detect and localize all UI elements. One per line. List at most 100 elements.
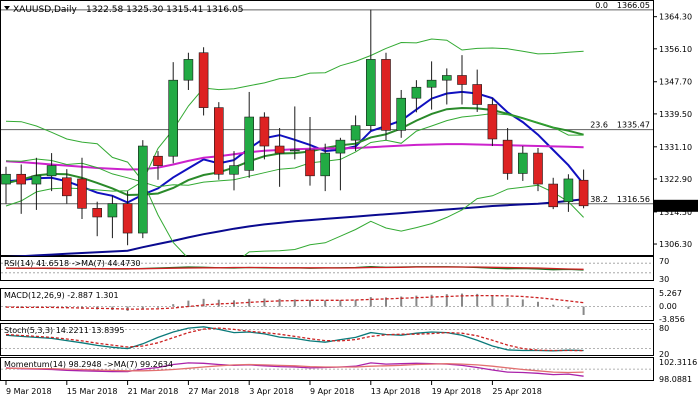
candle-body (320, 152, 331, 177)
candle-body (153, 155, 163, 166)
price-tick-label: 1364.30 (659, 13, 692, 22)
bull-candle (289, 106, 300, 160)
candle-body (274, 145, 285, 154)
price-tick-label: 1347.70 (659, 78, 692, 87)
bull-candle (335, 137, 346, 191)
bear-candle (61, 169, 72, 204)
candle-body (198, 52, 209, 108)
macd-scale-label: 5.267 (659, 289, 682, 298)
momentum-scale-label: 102.3116 (659, 358, 697, 367)
price-tick-label: 1331.10 (659, 143, 692, 152)
sma_long-line (5, 198, 584, 258)
bull-candle (46, 153, 57, 192)
current-price-label: 1316.05 (657, 202, 694, 211)
candle-body (335, 139, 346, 154)
candle-body (289, 149, 300, 152)
bear-candle (533, 147, 543, 192)
current-price-marker (654, 199, 698, 212)
chart-header: XAUUSD,Daily 1322.58 1325.30 1315.41 131… (4, 5, 243, 15)
rsi-scale-label: 30 (659, 275, 669, 284)
bear-candle (305, 117, 315, 186)
bear-candle (502, 128, 513, 180)
candle-body (16, 173, 27, 185)
bull-candle (107, 195, 118, 239)
date-tick-label: 3 Apr 2018 (249, 387, 293, 396)
bear-candle (457, 55, 467, 105)
macd-panel[interactable]: MACD(12,26,9) -2.887 1.301 5.267 0.00 -3.85… (0, 288, 685, 325)
bull-candle (441, 68, 452, 105)
symbol-label: XAUUSD,Daily (13, 5, 77, 15)
candle-body (411, 86, 422, 99)
bollinger-line (5, 38, 584, 207)
stoch-scale-label: 80 (659, 324, 669, 333)
momentum-panel[interactable]: Momentum(14) 98.2948 ->MA(7) 99.2634 102.… (0, 357, 698, 385)
bear-candle (578, 169, 589, 209)
candle-body (457, 75, 467, 85)
stoch-scale-label: 20 (659, 350, 669, 359)
bear-candle (92, 201, 102, 237)
date-tick-label: 21 Mar 2018 (128, 387, 179, 396)
candle-body (168, 79, 178, 157)
rsi-rsi_ma-line (6, 266, 584, 270)
fibo-ratio-label: 23.6 (590, 121, 608, 130)
candle-body (244, 116, 254, 171)
macd-scale-label: -3.856 (659, 315, 685, 324)
bear-candle (16, 164, 27, 214)
bear-candle (274, 128, 285, 187)
candle-body (214, 107, 224, 175)
candle-body (578, 179, 589, 207)
candle-body (305, 149, 315, 177)
price-tick-label: 1314.50 (659, 208, 692, 217)
stochastic-panel[interactable]: Stoch(5,3,3) 14.2211 13.8395 80 20 (0, 323, 670, 360)
macd-osc_signal-line (5, 294, 584, 310)
bear-candle (122, 191, 133, 246)
date-tick-label: 25 Apr 2018 (492, 387, 541, 396)
candle-body (533, 152, 543, 185)
bear-candle (487, 98, 498, 147)
price-tick-label: 1356.10 (659, 45, 692, 54)
candle-body (441, 75, 452, 81)
caret-down-icon (4, 6, 10, 10)
candle-body (350, 125, 361, 141)
main-price-panel[interactable]: 0.0 1366.05 23.6 1335.47 38.2 1316.56 1364.30… (0, 0, 699, 265)
fibo-ratio-label: 38.2 (590, 195, 608, 204)
candle-body (183, 59, 194, 81)
bull-candle (517, 146, 528, 181)
fibo-price-label: 1335.47 (617, 121, 650, 130)
bull-candle (168, 62, 178, 164)
candle-body (259, 116, 270, 147)
bull-candle (31, 157, 42, 210)
bull-candle (138, 140, 148, 239)
bull-candle (396, 89, 407, 138)
bull-candle (426, 61, 437, 110)
date-axis: 9 Mar 2018 15 Mar 2018 21 Mar 2018 27 Mar 2… (0, 380, 653, 396)
bear-candle (77, 157, 87, 219)
fibo-price-label: 1316.56 (617, 195, 650, 204)
candle-body (122, 203, 133, 234)
fibo-ratio-label: 0.0 (595, 1, 608, 10)
date-tick-label: 15 Mar 2018 (67, 387, 118, 396)
momentum-momentum_line-line (5, 362, 584, 377)
bull-candle (320, 143, 331, 192)
rsi-panel[interactable]: RSI(14) 41.6518 ->MA(7) 44.4730 70 30 (0, 256, 670, 285)
candle-body (31, 175, 42, 185)
stoch-osc_signal-line (5, 327, 584, 352)
bear-candle (548, 177, 559, 210)
candle-body (472, 84, 483, 105)
bollinger-line (5, 112, 584, 188)
momentum-title: Momentum(14) 98.2948 ->MA(7) 99.2634 (4, 360, 173, 369)
candle-body (517, 152, 528, 174)
macd-title: MACD(12,26,9) -2.887 1.301 (4, 291, 119, 300)
macd-scale-label: 0.00 (659, 302, 677, 311)
bull-candle (365, 9, 376, 132)
indicator-frame (0, 288, 654, 321)
bear-candle (381, 52, 391, 141)
candlesticks (1, 9, 589, 246)
bull-candle (350, 115, 361, 152)
candle-body (46, 165, 57, 177)
bull-candle (229, 151, 239, 191)
rsi-scale-label: 70 (659, 257, 669, 266)
candle-body (229, 165, 239, 175)
fibo-price-label: 1366.05 (617, 1, 650, 10)
